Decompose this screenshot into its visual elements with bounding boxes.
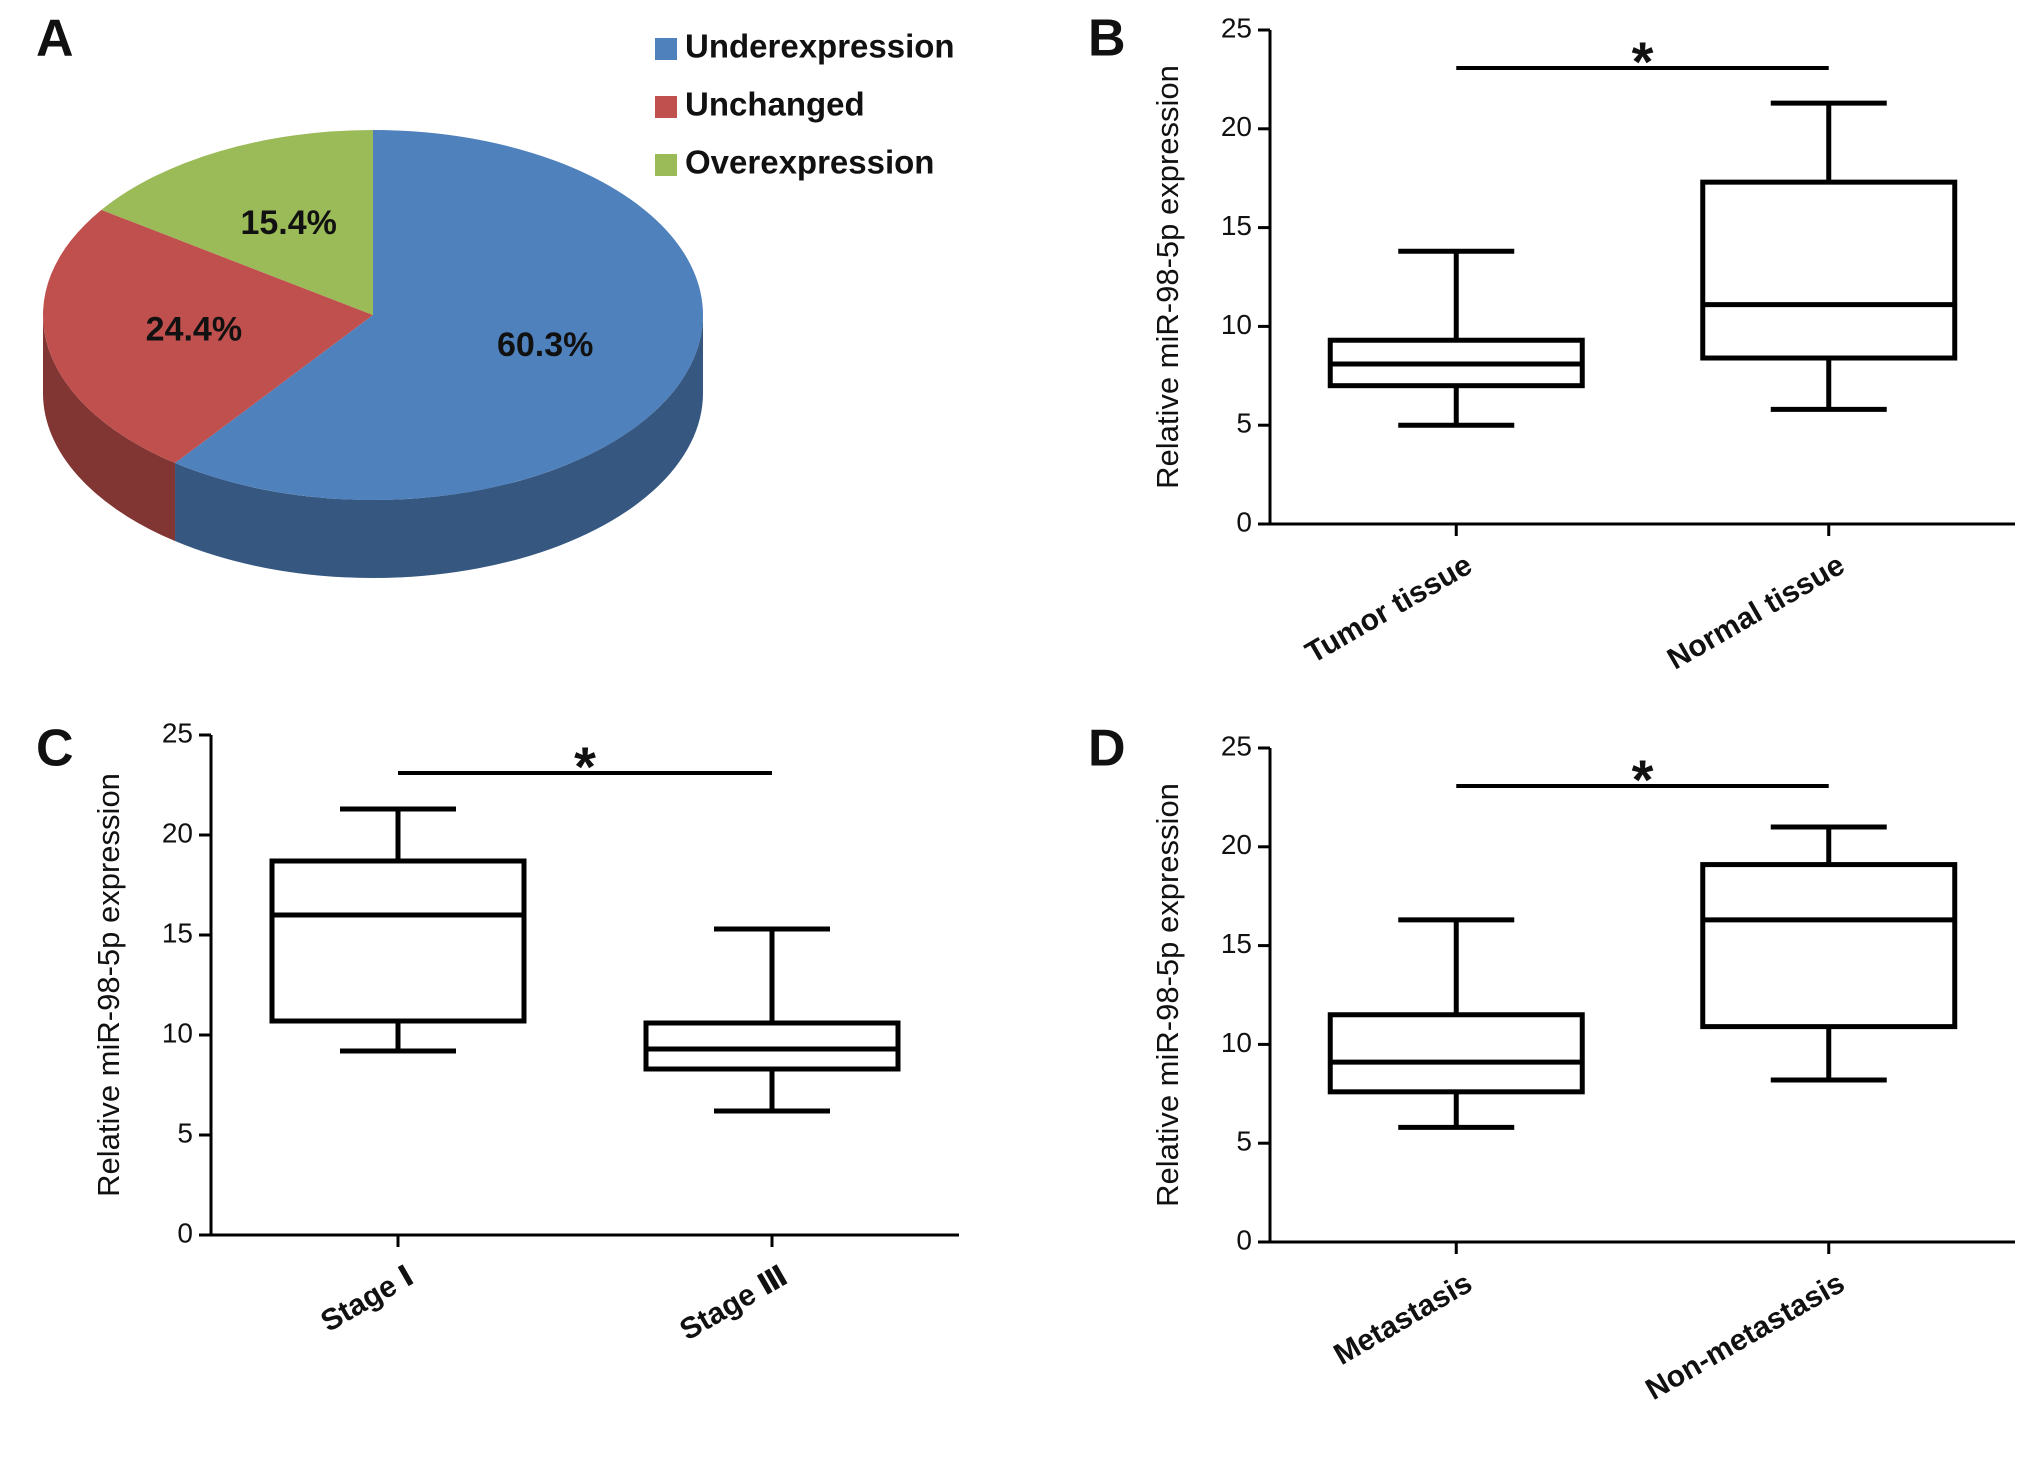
y-axis-label: Relative miR-98-5p expression xyxy=(1150,65,1185,489)
significance-mark: * xyxy=(1632,748,1654,811)
x-tick-label: Non-metastasis xyxy=(1640,1266,1850,1406)
y-tick-label: 25 xyxy=(1221,12,1252,43)
y-tick-label: 10 xyxy=(1221,309,1252,340)
y-tick-label: 15 xyxy=(162,917,193,948)
value-label: 60.3% xyxy=(497,326,593,364)
y-tick-label: 20 xyxy=(1221,829,1252,860)
y-tick-label: 0 xyxy=(1236,1224,1252,1255)
y-tick-label: 10 xyxy=(1221,1027,1252,1058)
y-tick-label: 15 xyxy=(1221,210,1252,241)
panel-label: A xyxy=(36,10,74,68)
x-tick-label: Stage Ⅰ xyxy=(315,1259,419,1338)
y-tick-label: 20 xyxy=(162,817,193,848)
y-axis-label: Relative miR-98-5p expression xyxy=(1150,783,1185,1207)
legend-swatch xyxy=(655,38,677,60)
significance-mark: * xyxy=(1632,30,1654,93)
x-tick-label: Tumor tissue xyxy=(1300,548,1478,670)
box xyxy=(1700,862,1958,1030)
pie-side xyxy=(175,315,704,578)
box xyxy=(1700,179,1958,361)
y-tick-label: 0 xyxy=(1236,506,1252,537)
y-tick-label: 10 xyxy=(162,1017,193,1048)
panel-label: C xyxy=(36,720,74,778)
legend-swatch xyxy=(655,96,677,118)
box xyxy=(643,1020,901,1072)
legend-swatch xyxy=(655,154,677,176)
value-label: 15.4% xyxy=(240,204,336,242)
legend-label: Overexpression xyxy=(685,144,934,181)
y-tick-label: 5 xyxy=(177,1117,193,1148)
pie-slice xyxy=(175,130,704,500)
y-tick-label: 5 xyxy=(1236,1126,1252,1157)
significance-mark: * xyxy=(574,735,596,798)
pie-slice xyxy=(42,209,373,464)
pie-side xyxy=(43,315,176,542)
pie-side-shade xyxy=(43,315,176,542)
legend-label: Unchanged xyxy=(685,86,865,123)
x-tick-label: Normal tissue xyxy=(1662,548,1850,676)
box xyxy=(1327,1012,1585,1095)
y-axis-label: Relative miR-98-5p expression xyxy=(91,773,126,1197)
panel-label: B xyxy=(1088,10,1126,68)
x-tick-label: Metastasis xyxy=(1328,1266,1477,1371)
box xyxy=(269,858,527,1024)
legend-label: Underexpression xyxy=(685,28,955,65)
y-tick-label: 25 xyxy=(1221,730,1252,761)
x-tick-label: Stage Ⅲ xyxy=(674,1259,793,1347)
pie-slice xyxy=(101,130,374,315)
y-tick-label: 15 xyxy=(1221,928,1252,959)
value-label: 24.4% xyxy=(146,310,242,348)
panel-label: D xyxy=(1088,720,1126,778)
pie-side-shade xyxy=(175,315,704,578)
y-tick-label: 0 xyxy=(177,1217,193,1248)
y-tick-label: 5 xyxy=(1236,408,1252,439)
y-tick-label: 20 xyxy=(1221,111,1252,142)
y-tick-label: 25 xyxy=(162,717,193,748)
